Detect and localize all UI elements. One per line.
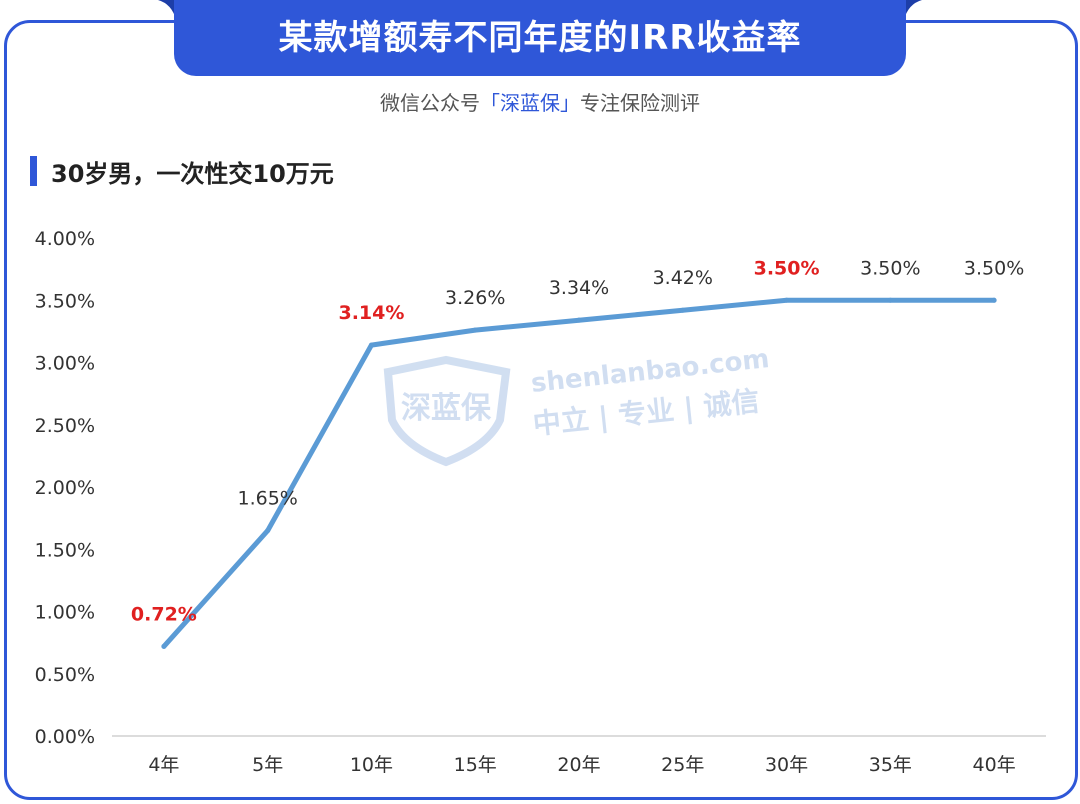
x-axis: 4年 5年 10年 15年 20年 25年 30年 35年 40年 bbox=[148, 754, 1015, 776]
y-tick-label: 2.50% bbox=[35, 415, 95, 437]
shield-logo-icon bbox=[383, 355, 511, 467]
data-label: 3.14% bbox=[338, 302, 404, 324]
y-tick-label: 3.50% bbox=[35, 290, 95, 312]
data-point bbox=[991, 297, 997, 303]
section-heading: 30岁男，一次性交10万元 bbox=[30, 154, 334, 188]
data-label: 0.72% bbox=[131, 603, 197, 625]
x-tick-label: 35年 bbox=[869, 754, 912, 776]
y-axis: 0.00% 0.50% 1.00% 1.50% 2.00% 2.50% 3.00% 3.50%… bbox=[35, 228, 95, 748]
data-point bbox=[576, 317, 582, 323]
data-point bbox=[887, 297, 893, 303]
data-label: 3.26% bbox=[445, 287, 505, 309]
x-tick-label: 25年 bbox=[661, 754, 704, 776]
y-tick-label: 1.50% bbox=[35, 539, 95, 561]
x-tick-label: 10年 bbox=[350, 754, 393, 776]
subtitle-prefix: 微信公众号 bbox=[380, 91, 480, 115]
x-tick-label: 20年 bbox=[557, 754, 600, 776]
y-tick-label: 2.00% bbox=[35, 477, 95, 499]
chart-title: 某款增额寿不同年度的IRR收益率 bbox=[174, 0, 906, 76]
section-accent-bar bbox=[30, 156, 37, 186]
data-label: 3.50% bbox=[754, 257, 820, 279]
x-tick-label: 15年 bbox=[454, 754, 497, 776]
watermark-logo-text: 深蓝保 bbox=[401, 391, 492, 426]
data-point bbox=[161, 643, 167, 649]
irr-series-line bbox=[161, 297, 997, 649]
x-tick-label: 4年 bbox=[148, 754, 179, 776]
y-tick-label: 3.00% bbox=[35, 353, 95, 375]
y-tick-label: 0.50% bbox=[35, 664, 95, 686]
data-point bbox=[368, 342, 374, 348]
subtitle: 微信公众号「深蓝保」专注保险测评 bbox=[0, 88, 1080, 118]
section-label: 30岁男，一次性交10万元 bbox=[51, 159, 334, 188]
data-point bbox=[784, 297, 790, 303]
data-label: 1.65% bbox=[237, 488, 297, 510]
chart-frame bbox=[4, 20, 1078, 800]
data-point bbox=[680, 307, 686, 313]
data-label: 3.34% bbox=[549, 277, 609, 299]
x-tick-label: 30年 bbox=[765, 754, 808, 776]
subtitle-suffix: 专注保险测评 bbox=[580, 91, 700, 115]
x-tick-label: 5年 bbox=[252, 754, 283, 776]
data-points bbox=[161, 297, 997, 649]
y-tick-label: 4.00% bbox=[35, 228, 95, 250]
data-point bbox=[472, 327, 478, 333]
data-label: 3.50% bbox=[964, 257, 1024, 279]
watermark: 深蓝保 shenlanbao.com 中立 | 专业 | 诚信 bbox=[383, 344, 771, 467]
data-point bbox=[265, 528, 271, 534]
x-tick-label: 40年 bbox=[973, 754, 1016, 776]
data-labels: 0.72% 1.65% 3.14% 3.26% 3.34% 3.42% 3.50% 3.50%… bbox=[131, 257, 1024, 625]
y-tick-label: 0.00% bbox=[35, 726, 95, 748]
data-label: 3.42% bbox=[653, 267, 713, 289]
y-tick-label: 1.00% bbox=[35, 602, 95, 624]
data-label: 3.50% bbox=[860, 257, 920, 279]
subtitle-brand: 「深蓝保」 bbox=[480, 91, 580, 115]
title-tab-right-corner bbox=[904, 0, 922, 20]
title-tab-left-corner bbox=[158, 0, 176, 20]
